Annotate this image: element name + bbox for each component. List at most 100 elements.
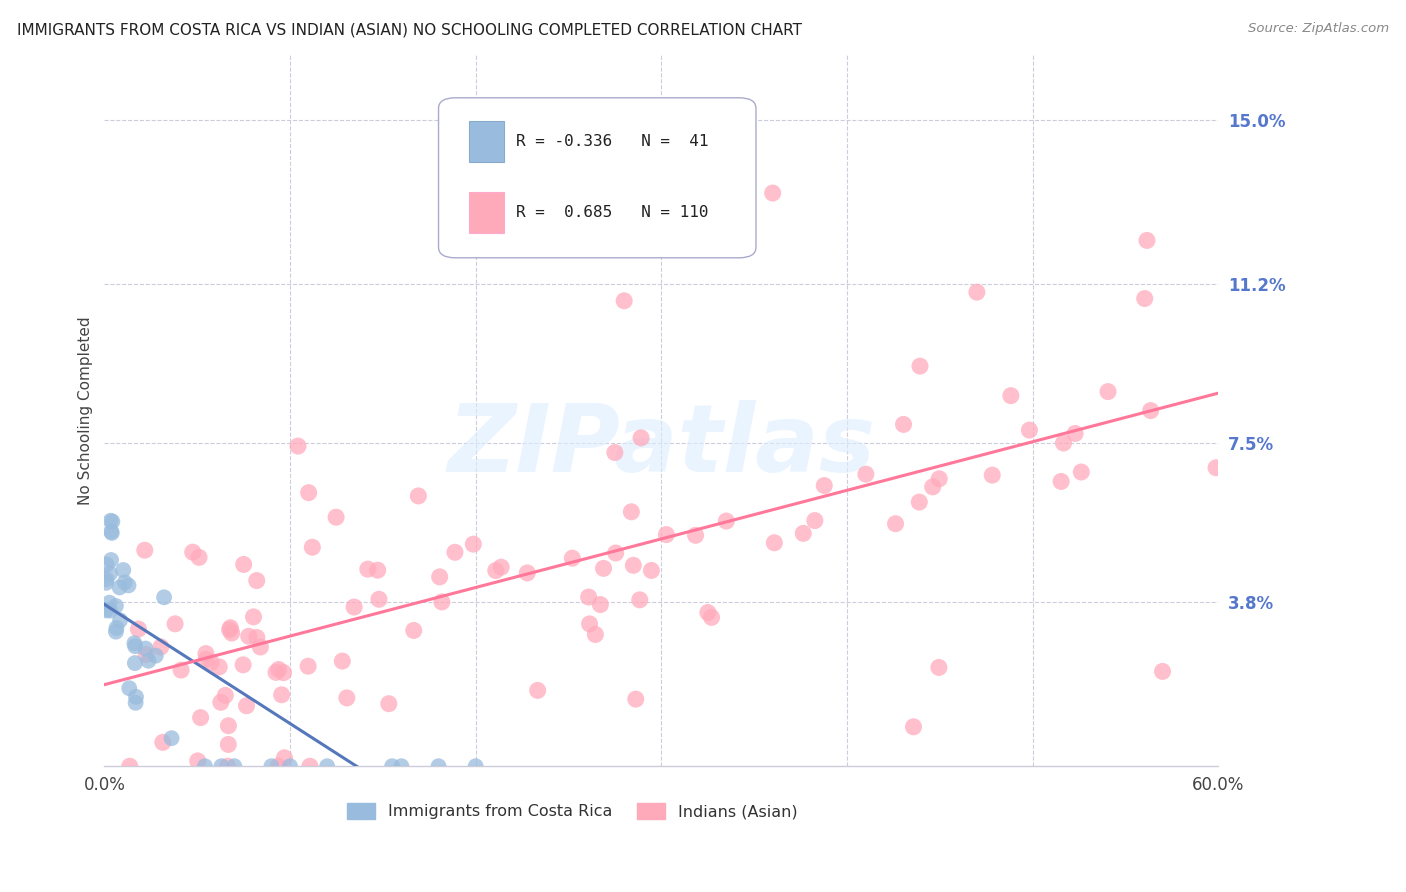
Point <box>221 626 243 640</box>
Point <box>267 663 290 677</box>
Point <box>628 592 651 607</box>
Point <box>903 720 925 734</box>
Point <box>149 640 172 654</box>
Point <box>716 514 738 528</box>
Point <box>1136 234 1159 248</box>
Point <box>613 293 636 308</box>
Point <box>603 445 626 459</box>
Point <box>981 468 1004 483</box>
Point <box>134 543 156 558</box>
Point <box>232 558 254 572</box>
Y-axis label: No Schooling Completed: No Schooling Completed <box>79 317 93 505</box>
Point <box>325 510 347 524</box>
Point <box>343 600 366 615</box>
FancyBboxPatch shape <box>468 192 505 233</box>
Point <box>188 550 211 565</box>
Point <box>589 598 612 612</box>
Point <box>264 665 287 680</box>
Point <box>685 528 707 542</box>
Point <box>181 545 204 559</box>
Point <box>135 648 157 662</box>
Point <box>187 754 209 768</box>
Point <box>1052 436 1074 450</box>
Point <box>270 688 292 702</box>
Point <box>605 546 627 560</box>
Point <box>278 759 301 773</box>
Point <box>153 591 176 605</box>
Point <box>98 596 121 610</box>
Point <box>135 641 157 656</box>
Point <box>224 759 246 773</box>
Text: Source: ZipAtlas.com: Source: ZipAtlas.com <box>1249 22 1389 36</box>
Point <box>100 524 122 539</box>
Point <box>1205 460 1227 475</box>
Point <box>209 695 232 709</box>
Point <box>124 696 146 710</box>
Point <box>1070 465 1092 479</box>
Text: IMMIGRANTS FROM COSTA RICA VS INDIAN (ASIAN) NO SCHOOLING COMPLETED CORRELATION : IMMIGRANTS FROM COSTA RICA VS INDIAN (AS… <box>17 22 801 37</box>
Point <box>464 759 486 773</box>
Point <box>389 759 412 773</box>
Point <box>516 566 538 580</box>
Point <box>170 663 193 677</box>
Point <box>124 656 146 670</box>
FancyBboxPatch shape <box>439 98 756 258</box>
Point <box>928 472 950 486</box>
Point <box>160 731 183 746</box>
Point <box>368 592 391 607</box>
Point <box>194 759 217 773</box>
Point <box>620 505 643 519</box>
Point <box>624 692 647 706</box>
Point <box>381 759 404 773</box>
Point <box>367 563 389 577</box>
Point <box>444 545 467 559</box>
Point <box>763 535 786 549</box>
Point <box>108 613 131 627</box>
Point <box>378 697 401 711</box>
Point <box>578 590 600 604</box>
Point <box>429 570 451 584</box>
Point <box>427 759 450 773</box>
Point <box>105 621 128 635</box>
Point <box>357 562 380 576</box>
Legend: Immigrants from Costa Rica, Indians (Asian): Immigrants from Costa Rica, Indians (Asi… <box>340 797 804 826</box>
Point <box>127 622 149 636</box>
Point <box>408 489 430 503</box>
Point <box>908 359 931 373</box>
Point <box>804 514 827 528</box>
Point <box>118 681 141 696</box>
Point <box>716 121 738 136</box>
Text: R =  0.685   N = 110: R = 0.685 N = 110 <box>516 205 709 220</box>
Point <box>98 603 121 617</box>
Text: R = -0.336   N =  41: R = -0.336 N = 41 <box>516 135 709 149</box>
Point <box>301 540 323 554</box>
Point <box>246 574 269 588</box>
Point <box>217 719 239 733</box>
Point <box>100 553 122 567</box>
Point <box>298 485 321 500</box>
Point <box>655 527 678 541</box>
Point <box>190 710 212 724</box>
Point <box>700 610 723 624</box>
Point <box>1152 665 1174 679</box>
Point <box>98 566 121 581</box>
Point <box>402 624 425 638</box>
Point <box>273 751 295 765</box>
Point <box>526 683 548 698</box>
Point <box>908 495 931 509</box>
Point <box>260 759 283 773</box>
Point <box>238 629 260 643</box>
Point <box>96 575 118 590</box>
Point <box>145 648 167 663</box>
Point <box>96 572 118 586</box>
Point <box>813 478 835 492</box>
Point <box>966 285 988 300</box>
Point <box>330 654 353 668</box>
Point <box>489 560 512 574</box>
Point <box>267 759 290 773</box>
Point <box>101 525 124 540</box>
Point <box>124 639 146 653</box>
Point <box>200 656 222 670</box>
Point <box>592 561 614 575</box>
Text: ZIPatlas: ZIPatlas <box>447 401 876 492</box>
